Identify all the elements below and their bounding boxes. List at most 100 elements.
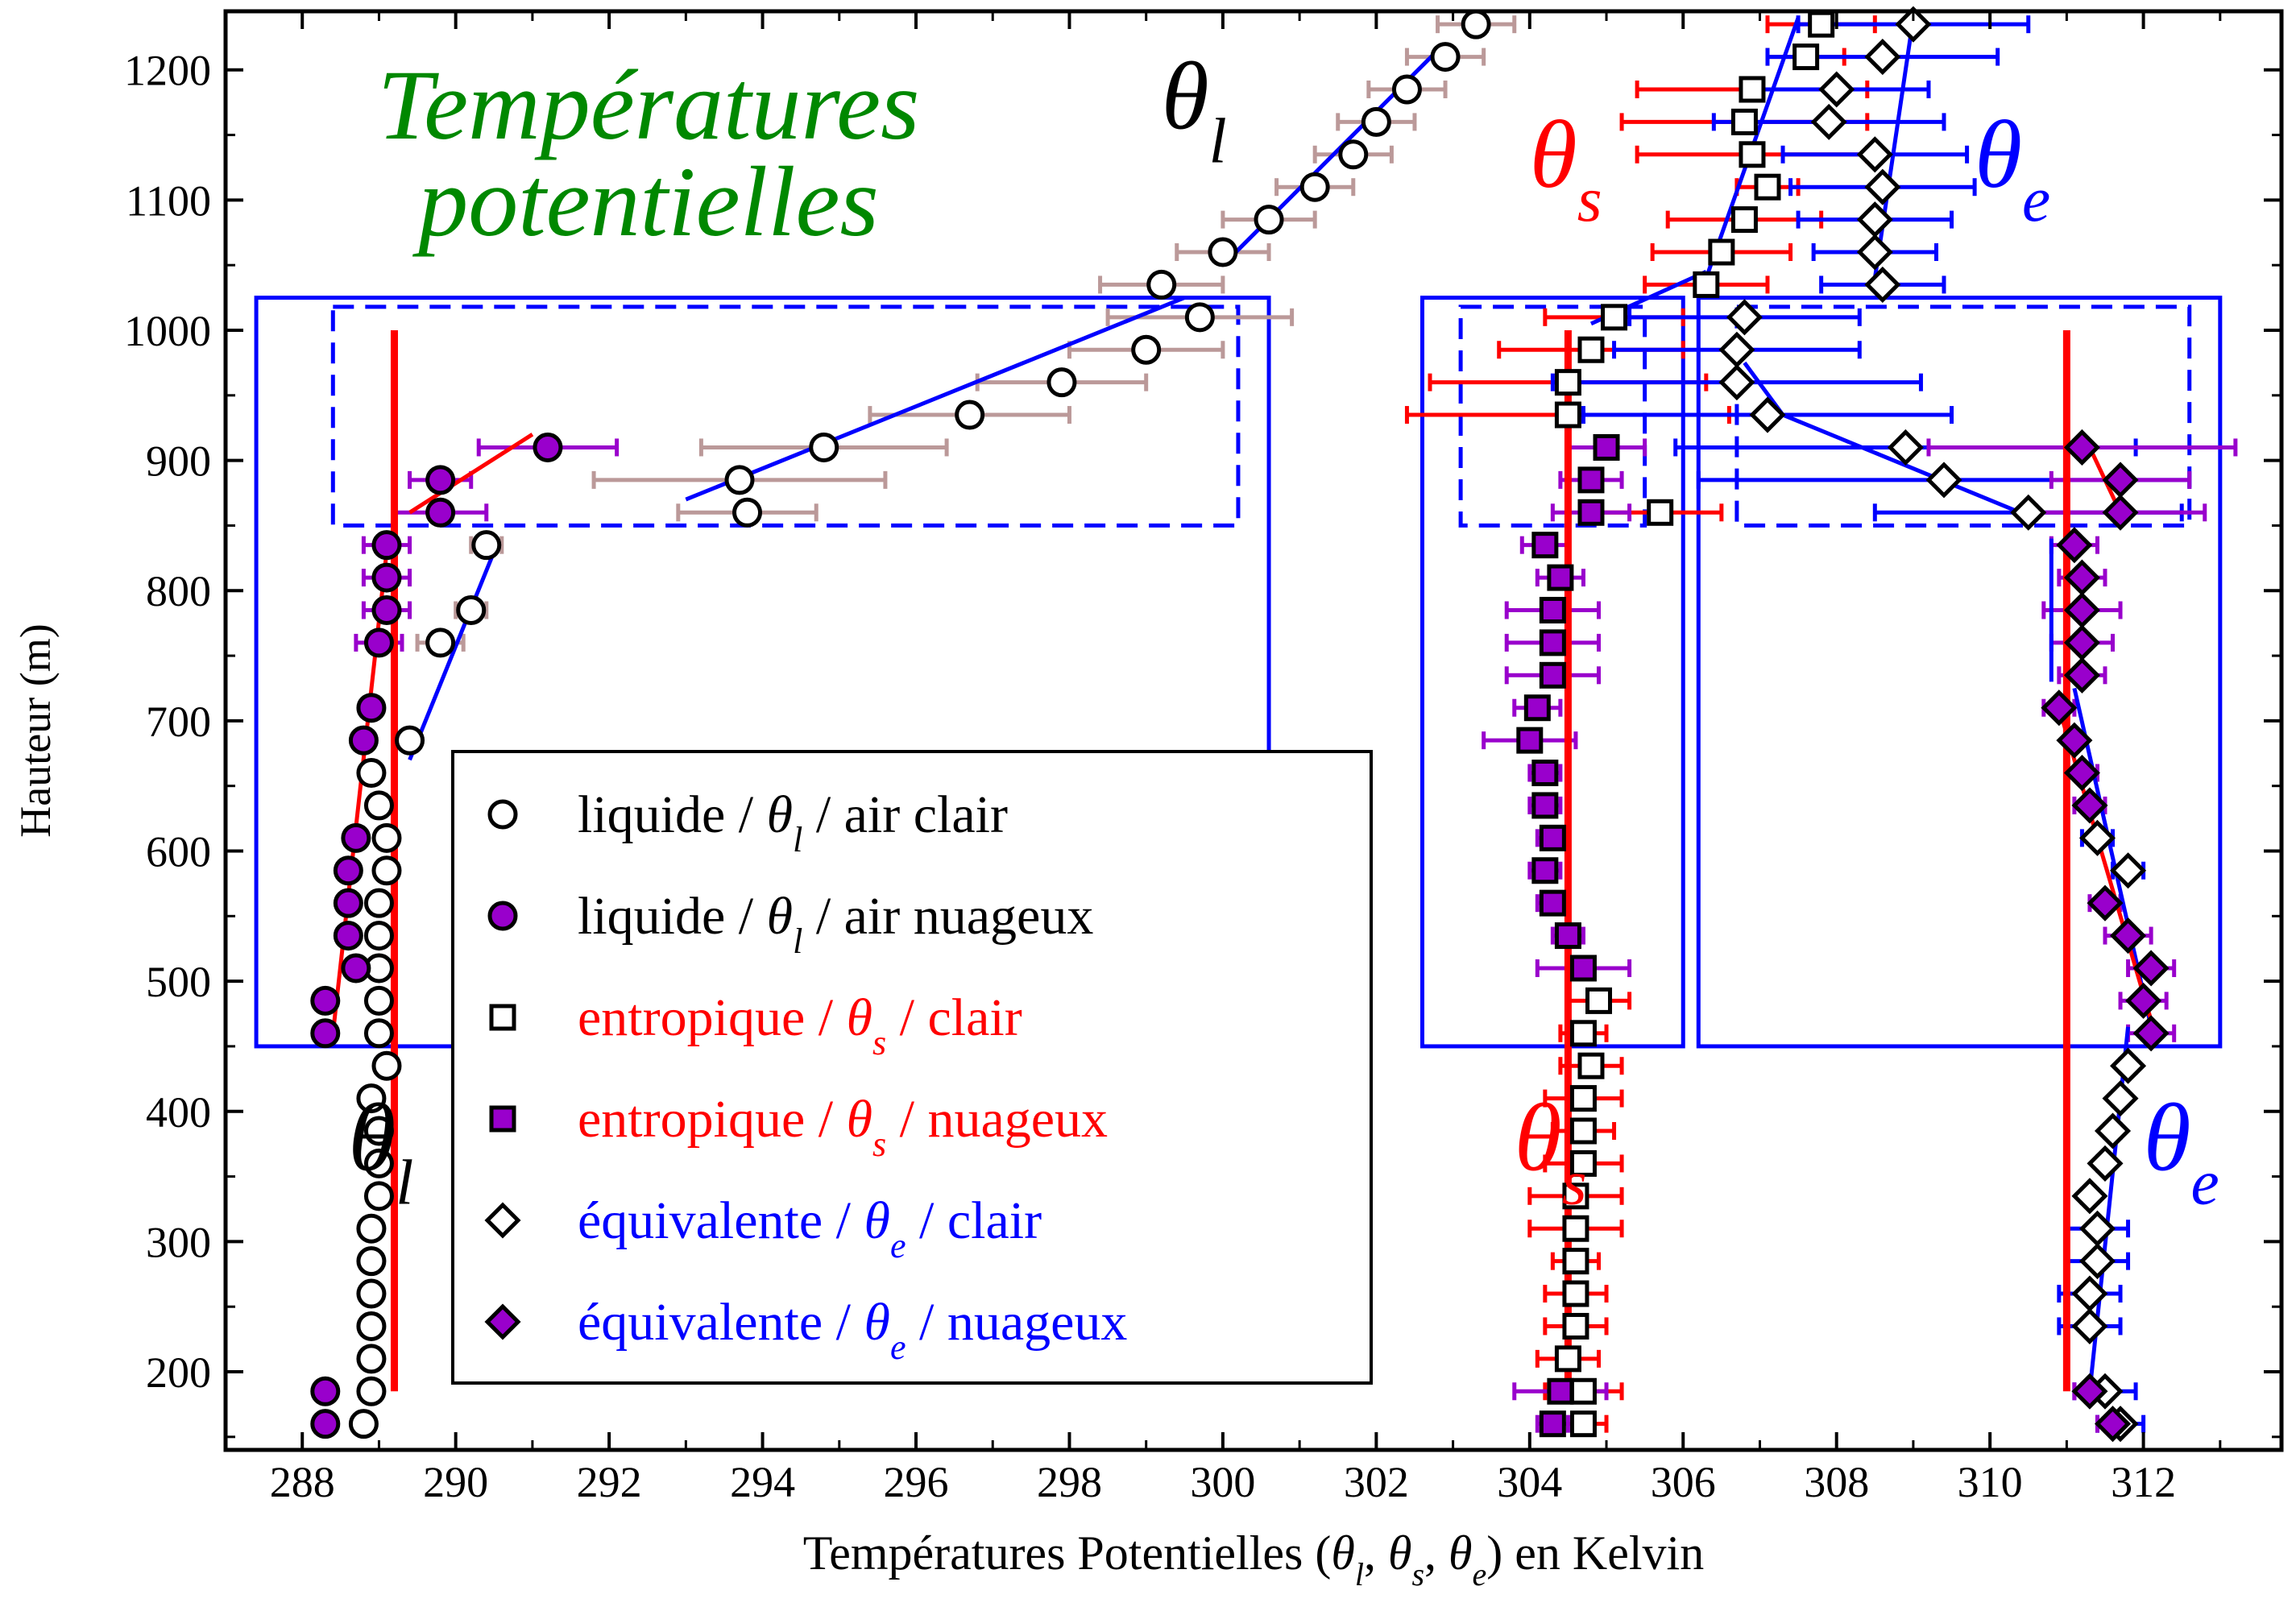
theta_l_clear-point [356,1278,387,1309]
theta_l_clear-point [1254,205,1284,235]
theta_l_clear-point [1184,302,1215,333]
theta_l_clear-point [1391,74,1422,105]
theta_l_cloudy-point [356,693,387,723]
theta_l_clear-point [1046,367,1077,398]
y-tick-label: 200 [146,1348,211,1397]
theta_s_clear-point [1562,1182,1589,1210]
theta_e_cloudy-point [2063,429,2100,466]
theta_s_clear-point [1569,1117,1597,1145]
theta_e_cloudy-point [2094,1406,2132,1443]
theta_l_clear-point [1146,269,1177,300]
legend-marker [489,1105,516,1133]
theta_l_cloudy-point [425,465,456,495]
theta_s_clear-point [1562,1280,1589,1307]
theta_e_cloudy-point [2087,884,2124,921]
theta_l_clear-point [356,1246,387,1277]
theta_l_clear-point [371,822,402,853]
x-label-symbol: θ [1448,1526,1472,1580]
theta_e_cloudy-point [2125,982,2162,1019]
theta_s_cloudy-point [1531,760,1559,787]
theta_e_clear-point [2087,1145,2124,1182]
theta_s_clear-point [1577,336,1605,363]
theta_e_clear-point [2102,1080,2139,1117]
theta_l_clear-point [809,432,839,462]
theta_l_clear-point [356,1376,387,1406]
chart-title-line-2: potentielles [412,147,879,257]
theta_l_clear-point [395,725,425,756]
theta_l_cloudy-point [341,822,371,853]
x-tick-label: 310 [1958,1458,2023,1506]
theta_e_cloudy-point [2063,754,2100,792]
chart-title-line-1: Températures [378,50,920,160]
theta_e_clear-point [2078,819,2116,856]
theta_l_cloudy-point [333,888,363,918]
theta_s_clear-point [1562,1312,1589,1340]
theta_l_clear-point [1430,42,1461,72]
theta_s_cloudy-point [1577,499,1605,526]
theta_l_clear-point [1208,237,1238,267]
legend-label-suffix: / nuageux [886,1090,1108,1149]
theta_e_clear-point [2071,1178,2108,1215]
annotation-theta_e-base: θ [1975,101,2022,208]
annotation-theta_s-subscript: s [1577,164,1602,235]
theta_s_cloudy-point [1539,1410,1566,1438]
legend-symbol: θ [864,1293,890,1352]
legend-label: liquide / θl / air nuageux [578,887,1093,961]
theta_e_clear-point [1718,364,1755,401]
legend-label: équivalente / θe / clair [578,1191,1042,1265]
theta_s_clear-point [1577,1052,1605,1079]
legend-box [451,750,1373,1385]
theta_s_clear-point [1708,238,1735,266]
theta_s_clear-point [1569,1085,1597,1112]
theta_s_clear-point [1569,1377,1597,1405]
theta_l_clear-point [724,465,755,495]
legend-entry-2: liquide / θl / air nuageux [487,887,1093,961]
fit-line-9 [1872,17,1916,279]
theta_l_clear-point [363,985,394,1016]
theta_l_cloudy-point [371,530,402,561]
theta_s_cloudy-point [1531,792,1559,819]
theta_l_clear-point [1361,106,1391,137]
theta_s_cloudy-point [1593,433,1620,461]
series-theta_l_cloudy [310,432,563,1439]
annotation-theta_s-subscript: s [1562,1147,1587,1218]
theta_e_clear-point [1864,266,1901,303]
x-label-prefix: Températures Potentielles ( [803,1526,1332,1580]
theta_s_clear-point [1601,304,1628,331]
theta_s_clear-point [1730,206,1758,234]
theta_e_clear-point [1726,299,1763,336]
theta_s_clear-point [1754,173,1781,201]
theta_e_clear-point [1925,462,1962,499]
theta_l_clear-point [363,1018,394,1049]
theta_l_clear-point [1461,9,1491,39]
annotation-theta_e: θe [2144,1083,2219,1218]
theta_s_cloudy-point [1531,532,1559,559]
y-tick-label: 500 [146,958,211,1006]
theta_e_cloudy-point [2071,787,2108,824]
theta_l_clear-point [456,594,487,625]
data-markers [310,6,2170,1443]
fit-line-2 [685,296,1186,502]
theta_l_clear-point [425,627,456,658]
legend-entry-5: équivalente / θe / clair [484,1191,1042,1265]
theta_e_clear-point [1864,168,1901,205]
legend-label: liquide / θl / air clair [578,785,1008,859]
legend-entry-4: entropique / θs / nuageux [489,1090,1108,1164]
theta_l_clear-point [732,497,763,528]
y-tick-label: 800 [146,567,211,615]
theta_e_cloudy-point [2056,527,2093,564]
y-axis-label: Hauteur (m) [11,623,60,837]
theta_e_cloudy-point [2056,722,2093,759]
theta_l_cloudy-point [348,725,379,756]
theta_e_clear-point [1864,39,1901,76]
y-tick-label: 700 [146,698,211,746]
theta_l_clear-point [1299,172,1330,202]
theta_s_clear-point [1569,1020,1597,1047]
theta_s_cloudy-point [1539,824,1566,851]
theta_e_clear-point [2110,852,2147,889]
theta_s_cloudy-point [1523,694,1551,722]
y-tick-label: 600 [146,828,211,876]
theta_l_clear-point [363,888,394,918]
annotation-theta_l: θl [348,1083,413,1218]
